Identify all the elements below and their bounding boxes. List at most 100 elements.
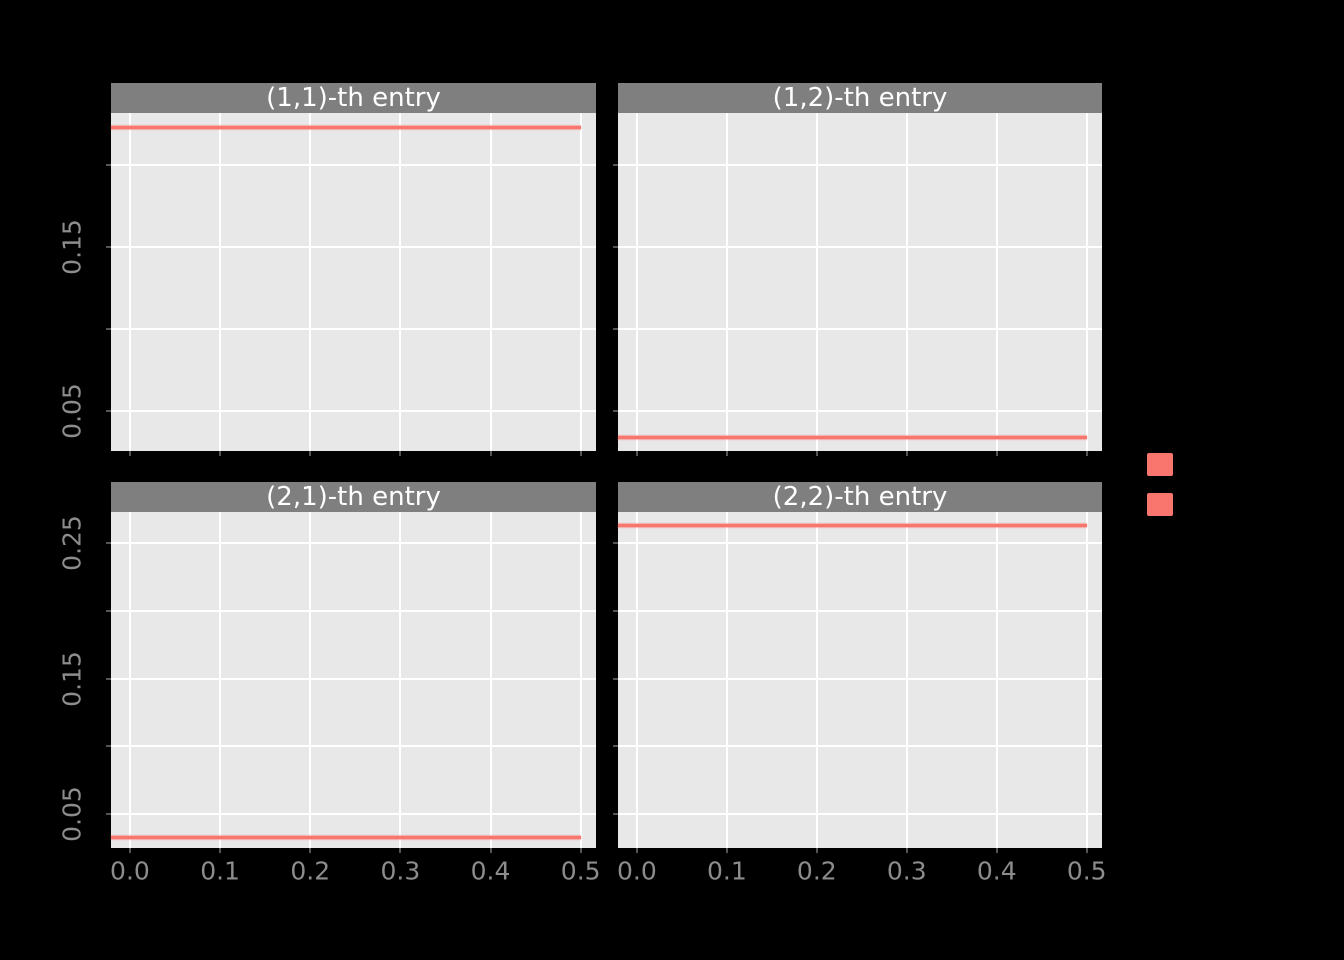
y-tick-mark (106, 246, 111, 249)
y-gridline (618, 812, 1102, 815)
x-tick-mark (489, 848, 492, 853)
x-gridline (1085, 113, 1088, 451)
y-tick-mark (613, 327, 618, 330)
x-gridline (309, 113, 312, 451)
y-tick-mark (613, 542, 618, 545)
x-gridline (128, 512, 131, 848)
x-tick-mark (399, 451, 402, 456)
y-gridline (111, 677, 596, 680)
x-tick-mark (128, 451, 131, 456)
y-tick-mark (613, 409, 618, 412)
y-gridline (618, 164, 1102, 167)
x-tick-mark (905, 848, 908, 853)
x-tick-label: 0.1 (200, 856, 240, 886)
y-tick-mark (106, 164, 111, 167)
x-gridline (579, 512, 582, 848)
constant-value-line (111, 125, 581, 129)
y-tick-mark (106, 609, 111, 612)
x-tick-mark (905, 451, 908, 456)
y-tick-mark (613, 246, 618, 249)
x-gridline (489, 512, 492, 848)
x-tick-label: 0.5 (1066, 856, 1107, 886)
y-gridline (111, 812, 596, 815)
x-tick-mark (635, 451, 638, 456)
facet-panel-1-1 (106, 113, 596, 456)
x-tick-label: 0.3 (886, 856, 927, 886)
y-gridline (618, 327, 1102, 330)
y-gridline (111, 327, 596, 330)
x-gridline (815, 512, 818, 848)
constant-value-line (618, 523, 1087, 527)
x-tick-label: 0.4 (470, 856, 511, 886)
y-tick-label: 0.15 (57, 650, 87, 707)
x-tick-mark (579, 451, 582, 456)
x-tick-mark (725, 848, 728, 853)
constant-value-line (618, 435, 1087, 439)
x-tick-mark (489, 451, 492, 456)
x-tick-mark (219, 451, 222, 456)
x-tick-mark (995, 848, 998, 853)
facet-strip-2-2: (2,2)-th entry (618, 482, 1102, 512)
x-gridline (579, 113, 582, 451)
x-tick-mark (399, 848, 402, 853)
y-gridline (618, 745, 1102, 748)
facet-strip-title: (1,1)-th entry (266, 83, 441, 113)
facet-panel-2-2 (613, 512, 1102, 853)
y-gridline (111, 409, 596, 412)
x-gridline (635, 113, 638, 451)
constant-value-line (111, 835, 581, 839)
x-tick-mark (309, 848, 312, 853)
x-gridline (725, 512, 728, 848)
y-gridline (618, 542, 1102, 545)
x-tick-label: 0.4 (976, 856, 1017, 886)
x-tick-mark (309, 451, 312, 456)
x-tick-mark (635, 848, 638, 853)
y-tick-mark (106, 409, 111, 412)
x-tick-mark (815, 848, 818, 853)
y-gridline (111, 542, 596, 545)
x-gridline (905, 512, 908, 848)
y-tick-mark (106, 812, 111, 815)
x-tick-label: 0.2 (796, 856, 837, 886)
x-tick-mark (1085, 848, 1088, 853)
y-tick-label: 0.05 (57, 786, 87, 842)
x-tick-label: 0.3 (380, 856, 421, 886)
x-gridline (128, 113, 131, 451)
x-tick-mark (128, 848, 131, 853)
x-gridline (815, 113, 818, 451)
y-gridline (618, 677, 1102, 680)
y-gridline (618, 246, 1102, 249)
y-gridline (111, 609, 596, 612)
facet-strip-1-1: (1,1)-th entry (111, 83, 596, 113)
y-gridline (618, 409, 1102, 412)
y-tick-label: 0.25 (57, 515, 87, 571)
y-tick-mark (106, 542, 111, 545)
x-tick-mark (1085, 451, 1088, 456)
x-tick-label: 0.0 (110, 856, 150, 886)
x-gridline (219, 512, 222, 848)
legend-key-swatch (1147, 493, 1173, 516)
x-gridline (635, 512, 638, 848)
y-tick-mark (613, 745, 618, 748)
x-gridline (399, 113, 402, 451)
facet-panel-2-1 (106, 512, 596, 853)
facet-strip-1-2: (1,2)-th entry (618, 83, 1102, 113)
y-gridline (111, 164, 596, 167)
y-gridline (618, 609, 1102, 612)
y-gridline (111, 246, 596, 249)
y-tick-mark (106, 327, 111, 330)
x-gridline (905, 113, 908, 451)
x-gridline (725, 113, 728, 451)
facet-strip-title: (1,2)-th entry (772, 83, 948, 113)
y-tick-mark (613, 812, 618, 815)
x-tick-mark (725, 451, 728, 456)
legend-key-swatch (1147, 453, 1173, 476)
x-tick-label: 0.0 (617, 856, 657, 886)
y-tick-mark (613, 677, 618, 680)
x-gridline (1085, 512, 1088, 848)
x-tick-label: 0.1 (706, 856, 747, 886)
y-tick-mark (613, 164, 618, 167)
facet-panel-1-2 (613, 113, 1102, 456)
x-gridline (995, 113, 998, 451)
